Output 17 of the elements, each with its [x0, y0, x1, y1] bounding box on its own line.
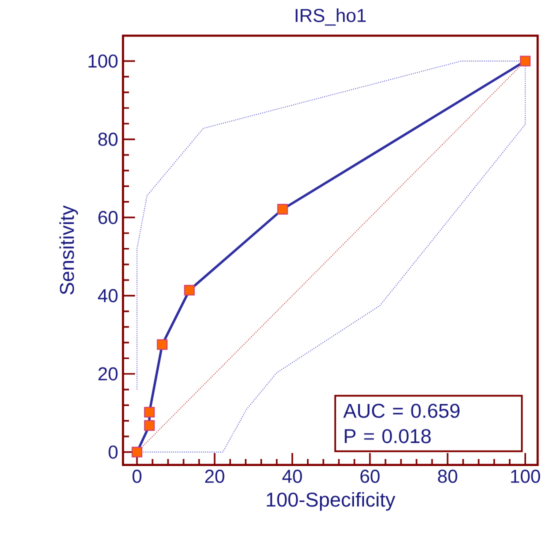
y-tick-label: 40: [98, 289, 118, 302]
x-tick-label: 60: [360, 470, 380, 483]
x-axis-title: 100-Specificity: [266, 492, 396, 511]
chart-title: IRS_ho1: [296, 8, 366, 26]
y-tick-label: 60: [98, 210, 118, 224]
x-tick-label: 100: [511, 470, 540, 483]
y-tick-label: 100: [88, 54, 118, 68]
y-tick-label: 20: [98, 367, 118, 380]
y-tick-label: 80: [98, 132, 118, 146]
x-tick-label: 20: [205, 470, 224, 483]
annotation: P = 0.018: [344, 429, 431, 444]
y-axis-title: Sensitivity: [59, 205, 78, 294]
y-tick-label: 0: [108, 445, 118, 459]
annotation: AUC = 0.659: [343, 404, 460, 418]
x-tick-label: 0: [132, 470, 142, 483]
x-tick-label: 80: [438, 470, 458, 483]
x-tick-label: 40: [282, 470, 302, 483]
